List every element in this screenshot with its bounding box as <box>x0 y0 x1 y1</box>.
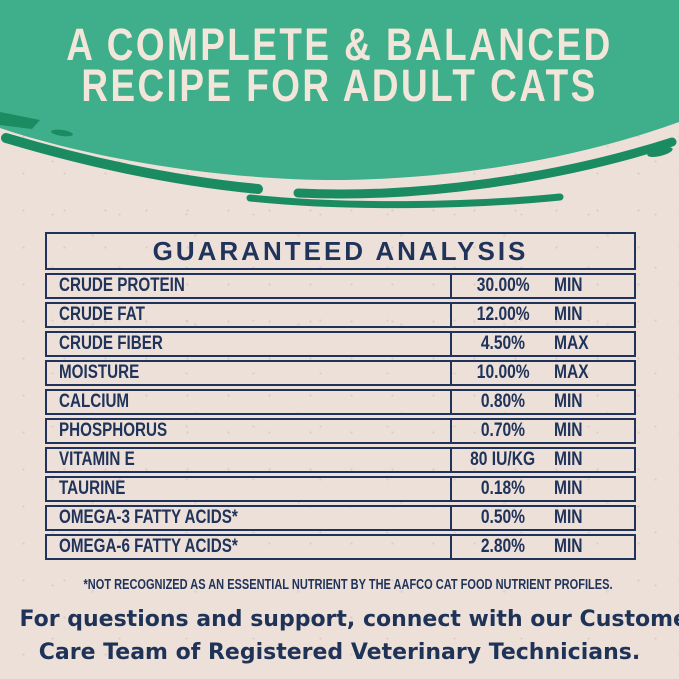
nutrient-value: 0.80% <box>480 391 526 412</box>
nutrient-limit: MIN <box>554 391 583 412</box>
nutrient-limit: MIN <box>554 536 583 557</box>
nutrient-value: 0.50% <box>480 507 526 528</box>
table-title: GUARANTEED ANALYSIS <box>45 232 636 270</box>
nutrient-limit: MIN <box>554 420 583 441</box>
nutrient-limit: MAX <box>554 333 589 354</box>
paint-speck-left <box>0 112 40 129</box>
table-row: CALCIUM 0.80% MIN <box>45 389 636 415</box>
table-row: CRUDE PROTEIN 30.00% MIN <box>45 273 636 299</box>
nutrient-value-cell: 2.80% MIN <box>450 536 634 558</box>
nutrient-value: 2.80% <box>480 536 526 557</box>
support-message: For questions and support, connect with … <box>19 603 679 669</box>
nutrient-name: TAURINE <box>59 478 126 499</box>
nutrient-value: 30.00% <box>476 275 530 296</box>
table-row: OMEGA-3 FATTY ACIDS* 0.50% MIN <box>45 505 636 531</box>
brush-stroke-right <box>293 137 677 199</box>
nutrient-name: CALCIUM <box>59 391 130 412</box>
banner-background <box>0 0 679 181</box>
nutrient-value-cell: 10.00% MAX <box>450 362 634 384</box>
nutrient-name: CRUDE FAT <box>59 304 145 325</box>
table-row: CRUDE FIBER 4.50% MAX <box>45 331 636 357</box>
nutrient-name: OMEGA-3 FATTY ACIDS* <box>59 507 238 528</box>
nutrient-limit: MIN <box>554 304 583 325</box>
nutrient-limit: MAX <box>554 362 589 383</box>
nutrient-name: OMEGA-6 FATTY ACIDS* <box>59 536 238 557</box>
table-row: PHOSPHORUS 0.70% MIN <box>45 418 636 444</box>
nutrient-limit: MIN <box>554 275 583 296</box>
nutrient-name: MOISTURE <box>59 362 140 383</box>
support-message-line1: For questions and support, connect with … <box>19 607 679 632</box>
nutrient-value: 10.00% <box>476 362 530 383</box>
nutrient-name: VITAMIN E <box>59 449 135 470</box>
nutrient-limit: MIN <box>554 478 583 499</box>
table-row: TAURINE 0.18% MIN <box>45 476 636 502</box>
table-row: VITAMIN E 80 IU/KG MIN <box>45 447 636 473</box>
nutrient-value-cell: 0.18% MIN <box>450 478 634 500</box>
banner-title-line2: RECIPE FOR ADULT CATS <box>81 60 598 111</box>
guaranteed-analysis-table: GUARANTEED ANALYSIS CRUDE PROTEIN 30.00%… <box>45 232 636 560</box>
nutrient-limit: MIN <box>554 449 583 470</box>
nutrient-value: 0.18% <box>480 478 526 499</box>
nutrient-value-cell: 4.50% MAX <box>450 333 634 355</box>
nutrient-value-cell: 30.00% MIN <box>450 275 634 297</box>
brush-stroke-middle <box>246 193 564 209</box>
nutrient-value-cell: 0.50% MIN <box>450 507 634 529</box>
aafco-footnote: *NOT RECOGNIZED AS AN ESSENTIAL NUTRIENT… <box>83 577 613 593</box>
table-row: OMEGA-6 FATTY ACIDS* 2.80% MIN <box>45 534 636 560</box>
table-row: CRUDE FAT 12.00% MIN <box>45 302 636 328</box>
table-row: MOISTURE 10.00% MAX <box>45 360 636 386</box>
nutrient-value: 80 IU/KG <box>470 449 536 470</box>
nutrient-value: 4.50% <box>480 333 526 354</box>
nutrient-name: CRUDE FIBER <box>59 333 163 354</box>
paint-speck-left-2 <box>51 129 73 137</box>
green-banner-shape <box>0 0 679 209</box>
paint-speck-right <box>647 147 673 157</box>
nutrient-value-cell: 0.80% MIN <box>450 391 634 413</box>
nutrient-name: PHOSPHORUS <box>59 420 168 441</box>
nutrient-name: CRUDE PROTEIN <box>59 275 185 296</box>
banner-title: A COMPLETE & BALANCED RECIPE FOR ADULT C… <box>0 19 679 111</box>
nutrient-value-cell: 12.00% MIN <box>450 304 634 326</box>
nutrient-value-cell: 0.70% MIN <box>450 420 634 442</box>
nutrient-value: 12.00% <box>476 304 530 325</box>
brush-stroke-left <box>1 133 263 194</box>
support-message-line2: Care Team of Registered Veterinary Techn… <box>38 640 641 665</box>
nutrient-value-cell: 80 IU/KG MIN <box>450 449 634 471</box>
nutrient-limit: MIN <box>554 507 583 528</box>
banner-title-line1: A COMPLETE & BALANCED <box>66 19 613 70</box>
nutrient-value: 0.70% <box>480 420 526 441</box>
